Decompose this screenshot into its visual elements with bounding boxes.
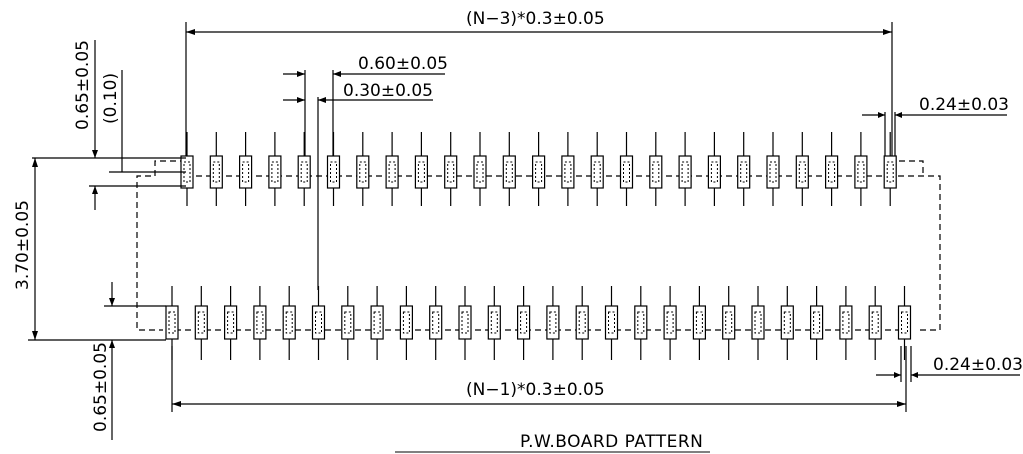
- pitch-upper-label: 0.60±0.05: [358, 54, 448, 74]
- top-pad: [883, 132, 897, 206]
- top-span-label: (N−3)*0.3±0.05: [466, 9, 605, 29]
- bottom-pad: [341, 286, 355, 360]
- pitch-lower-label: 0.30±0.05: [343, 81, 433, 101]
- bottom-pad: [692, 286, 707, 360]
- bottom-pad: [224, 286, 238, 360]
- top-pad: [561, 132, 575, 206]
- pad-width-bottom-dimension: [876, 346, 1020, 382]
- bottom-pad: [809, 286, 824, 360]
- pad-width-top-label: 0.24±0.03: [919, 95, 1009, 115]
- top-pad: [707, 132, 722, 206]
- left-offset-dimensions: [28, 40, 186, 440]
- top-pad: [590, 132, 604, 206]
- bottom-pad: [282, 286, 296, 360]
- bottom-pad: [575, 286, 589, 360]
- bottom-span-label: (N−1)*0.3±0.05: [466, 380, 605, 400]
- top-pad: [473, 132, 487, 206]
- bottom-pad: [253, 286, 267, 360]
- top-pad: [209, 132, 223, 206]
- top-pad: [502, 132, 516, 206]
- drawing-title: P.W.BOARD PATTERN: [520, 432, 703, 452]
- bottom-pad: [868, 286, 882, 360]
- top-pad: [180, 132, 194, 206]
- bottom-pad: [634, 286, 648, 360]
- bottom-pad: [604, 286, 619, 360]
- bottom-offset-label: 0.65±0.05: [91, 342, 111, 432]
- pad-width-top-dimension: [862, 112, 1007, 156]
- bottom-pad: [399, 286, 413, 360]
- top-pad: [444, 132, 458, 206]
- bottom-span-dimension: [171, 346, 907, 412]
- bottom-pad: [487, 286, 501, 360]
- bottom-pad: [429, 286, 443, 360]
- top-pad: [239, 132, 253, 206]
- bottom-pad: [194, 286, 208, 360]
- bottom-pad: [780, 286, 794, 360]
- top-pad: [414, 132, 428, 206]
- top-pad: [854, 132, 868, 206]
- top-pad: [268, 132, 282, 206]
- bottom-pad-row: [165, 286, 912, 360]
- bottom-pad: [546, 286, 560, 360]
- bottom-pad: [370, 286, 384, 360]
- bottom-pad: [751, 286, 765, 360]
- top-pad: [531, 132, 546, 206]
- bottom-pad: [839, 286, 853, 360]
- top-pad: [766, 132, 780, 206]
- top-pad: [649, 132, 663, 206]
- bottom-pad: [458, 286, 472, 360]
- top-pad: [619, 132, 634, 206]
- top-span-dimension: [185, 22, 893, 156]
- top-pad: [385, 132, 399, 206]
- row-spacing-label: 3.70±0.05: [13, 200, 33, 290]
- bottom-pad: [663, 286, 677, 360]
- top-pad: [737, 132, 751, 206]
- bottom-pad: [897, 286, 912, 360]
- top-pad-row: [180, 132, 897, 206]
- top-pad: [356, 132, 370, 206]
- bottom-pad: [722, 286, 736, 360]
- top-pad: [824, 132, 839, 206]
- top-pad: [678, 132, 692, 206]
- pad-width-bottom-label: 0.24±0.03: [933, 355, 1023, 375]
- pitch-dimension-lines: [283, 70, 445, 290]
- left-offset-b-label: (0.10): [101, 73, 121, 124]
- left-offset-a-label: 0.65±0.05: [73, 40, 93, 130]
- bottom-pad: [311, 286, 326, 360]
- top-pad: [297, 132, 311, 206]
- top-pad: [795, 132, 809, 206]
- bottom-pad: [516, 286, 531, 360]
